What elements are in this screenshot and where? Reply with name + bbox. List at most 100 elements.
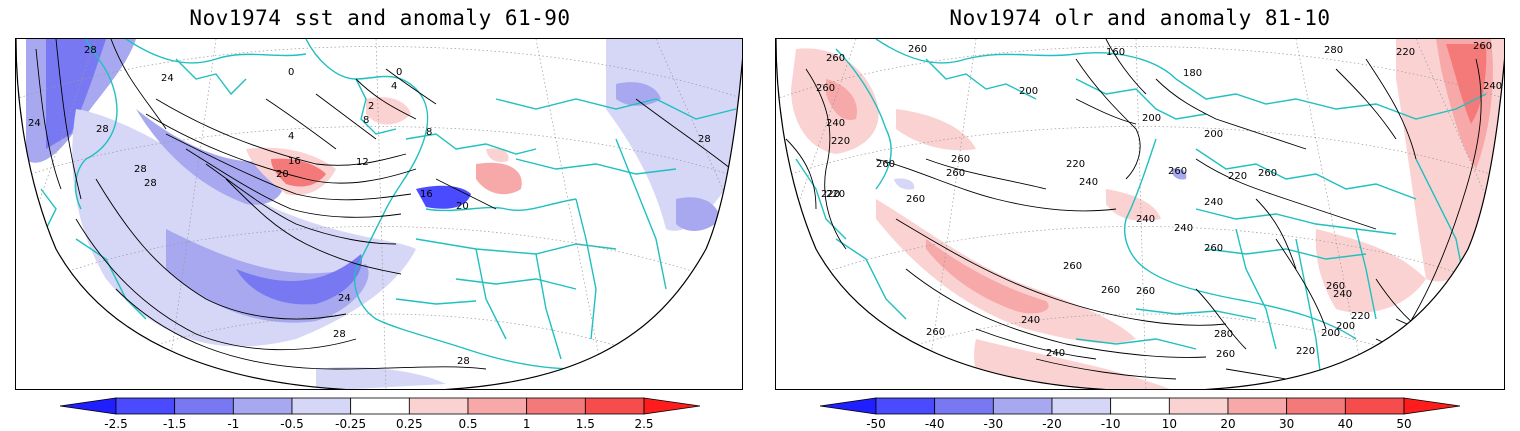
colorbar-tick-label: -0.25 <box>335 417 367 431</box>
colorbar-swatch <box>408 397 469 415</box>
contour-label: 280 <box>1214 329 1233 340</box>
sst-map: 28 24 24 28 28 28 0 0 4 2 8 4 12 16 20 1… <box>15 38 743 390</box>
colorbar-tick-label: -20 <box>1042 417 1062 431</box>
colorbar-swatch <box>992 397 1053 415</box>
colorbar-tick-label: -30 <box>983 417 1004 431</box>
colorbar-tick-label: -50 <box>866 417 886 431</box>
contour-label: 240 <box>1333 289 1352 300</box>
contour-label: 240 <box>1174 223 1193 234</box>
contour-label: 28 <box>134 164 147 175</box>
contour-label: 260 <box>951 154 970 165</box>
contour-label: 28 <box>84 45 97 56</box>
contour-label: 0 <box>396 67 402 78</box>
colorbar-tick-label: -0.5 <box>280 417 304 431</box>
anomaly-region <box>236 254 362 305</box>
anomaly-region <box>676 197 721 231</box>
contour-label: 220 <box>1351 311 1370 322</box>
colorbar-tick-label: 1 <box>522 417 531 431</box>
anomaly-region <box>366 97 411 125</box>
contour-label: 20 <box>276 169 289 180</box>
anomaly-region <box>894 178 915 190</box>
contour-label: 220 <box>821 189 840 200</box>
contour-label: 240 <box>1046 348 1065 359</box>
contour-label: 240 <box>1483 81 1502 92</box>
sst-map-svg: 28 24 24 28 28 28 0 0 4 2 8 4 12 16 20 1… <box>16 39 742 389</box>
anomaly-region <box>1171 168 1187 180</box>
contour-label: 260 <box>826 53 845 64</box>
contour-label: 220 <box>1296 346 1315 357</box>
colorbar-tick-label: 0.25 <box>395 417 423 431</box>
anomaly-region <box>926 239 1049 314</box>
contour-label: 220 <box>1396 47 1415 58</box>
colorbar-swatch <box>291 397 352 415</box>
colorbar-swatch <box>584 397 645 415</box>
contour-label: 220 <box>1066 159 1085 170</box>
colorbar-arrow-low <box>59 397 117 415</box>
contour-label: 28 <box>698 134 711 145</box>
contour-label: 280 <box>1324 45 1343 56</box>
colorbar-arrow-low <box>819 397 877 415</box>
contour-lines <box>35 39 732 370</box>
contour-label: 220 <box>831 136 850 147</box>
colorbar-tick-label: 50 <box>1396 417 1412 431</box>
anomaly-region <box>826 79 857 120</box>
colorbar-tick-label: 10 <box>1161 417 1177 431</box>
contour-label: 200 <box>1321 328 1340 339</box>
contour-label: 8 <box>363 115 369 126</box>
olr-map-svg: 260 260 260 240 220 220 260 260 260 200 … <box>776 39 1504 389</box>
contour-label: 20 <box>456 201 469 212</box>
colorbar-swatch <box>350 397 410 415</box>
anomaly-region <box>476 162 522 195</box>
colorbar-tick-label: 0.5 <box>458 417 478 431</box>
contour-label: 260 <box>1168 166 1187 177</box>
colorbar-tick-label: -2.5 <box>104 417 128 431</box>
colorbar-swatch <box>232 397 293 415</box>
contour-label: 160 <box>1106 47 1125 58</box>
contour-label: 260 <box>876 159 895 170</box>
anomaly-region <box>271 158 326 187</box>
contour-label: 4 <box>288 131 294 142</box>
contour-label: 260 <box>1473 41 1492 52</box>
contour-label: 24 <box>28 118 41 129</box>
colorbar-swatch <box>1286 397 1346 415</box>
panel-title: Nov1974 olr and anomaly 81-10 <box>949 6 1331 30</box>
contour-label: 240 <box>1136 214 1155 225</box>
contour-label: 240 <box>1204 197 1223 208</box>
colorbar-svg <box>59 397 701 415</box>
anomaly-region <box>316 367 446 389</box>
sst-colorbar <box>59 397 701 415</box>
colorbar-swatch <box>467 397 528 415</box>
olr-colorbar <box>819 397 1461 415</box>
colorbar-tick-label: -10 <box>1100 417 1121 431</box>
colorbar-swatch <box>1110 397 1170 415</box>
colorbar-tick-label: 40 <box>1337 417 1353 431</box>
contour-label: 0 <box>288 67 294 78</box>
anomaly-region <box>136 109 285 205</box>
colorbar-tick-label: 30 <box>1279 417 1295 431</box>
contour-label: 200 <box>1204 129 1223 140</box>
contour-label: 220 <box>826 189 845 200</box>
colorbar-swatch <box>875 397 936 415</box>
contour-label: 200 <box>1142 113 1161 124</box>
contour-label: 28 <box>96 124 109 135</box>
contour-label: 240 <box>1079 177 1098 188</box>
contour-label: 260 <box>908 44 927 55</box>
colorbar-tick-label: -1 <box>227 417 240 431</box>
contour-label: 260 <box>1258 168 1277 179</box>
contour-label: 240 <box>826 118 845 129</box>
map-projection-edge <box>776 39 1504 389</box>
map-projection-edge <box>16 39 742 389</box>
colorbar-arrow-high <box>1403 397 1461 415</box>
colorbar-swatch <box>1168 397 1229 415</box>
anomaly-region <box>46 39 106 149</box>
contour-label: 260 <box>1101 285 1120 296</box>
contour-label: 200 <box>1019 86 1038 97</box>
colorbar-swatch <box>174 397 234 415</box>
contour-label: 16 <box>288 156 301 167</box>
contour-label: 260 <box>926 327 945 338</box>
colorbar-tick-label: -40 <box>924 417 945 431</box>
contour-label: 180 <box>1183 68 1202 79</box>
contour-label: 12 <box>356 157 369 168</box>
anomaly-region <box>486 148 509 163</box>
colorbar-tick-label: 20 <box>1220 417 1236 431</box>
